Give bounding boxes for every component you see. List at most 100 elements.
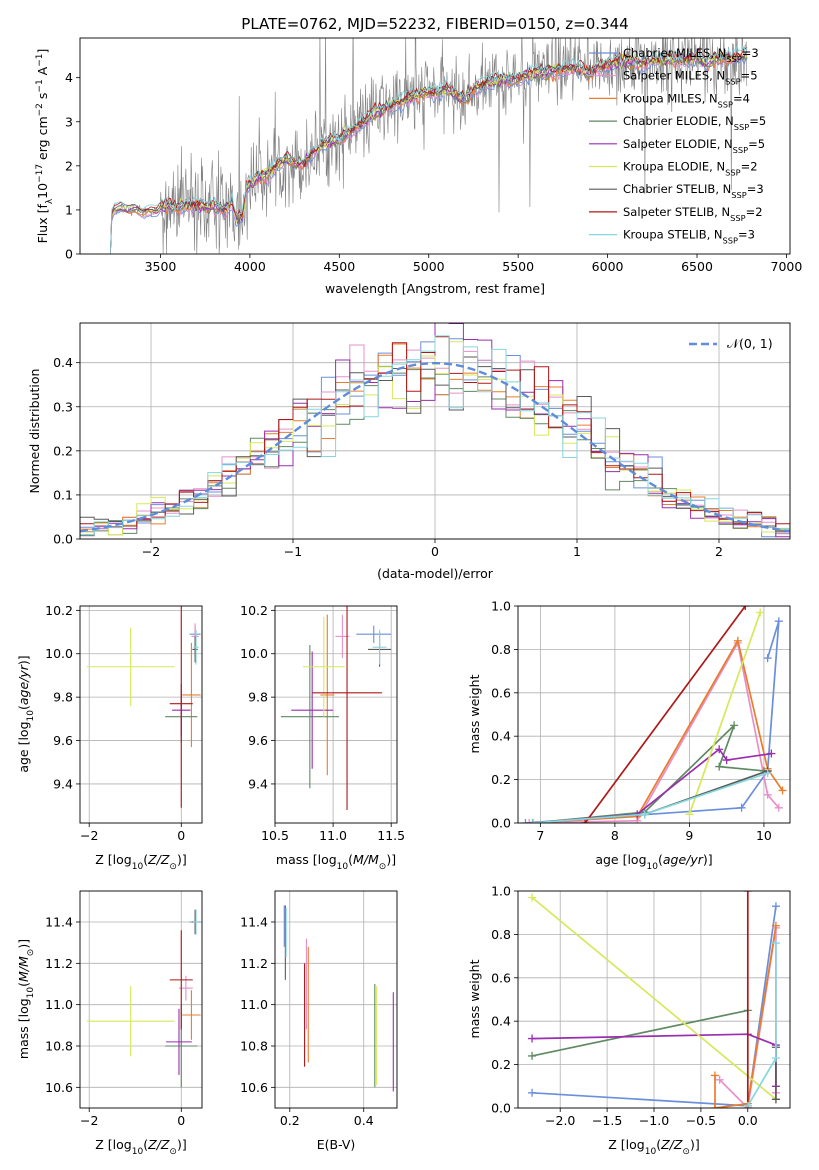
figure-title: PLATE=0762, MJD=52232, FIBERID=0150, z=0… [241,15,628,33]
y-tick-label: 10.2 [45,603,73,618]
y-axis-label: mass weight [467,674,482,753]
errorbar-point-kroupa_miles [182,642,201,748]
normal-curve [80,361,790,533]
weight-marker [771,1095,780,1104]
weight-series-salpeter_stelib [581,606,750,823]
x-tick-label: 5500 [502,259,534,274]
legend-entry: Kroupa ELODIE, NSSP=2 [623,160,758,178]
errorbar-point-kroupa_elodie [302,616,345,717]
weight-line [688,612,762,815]
x-tick-label: 0.4 [354,1113,374,1128]
x-tick-label: −2 [142,544,160,559]
plot-area [110,38,748,254]
axes-z-mass: −2 0 10.6 10.8 11.0 11.2 11.4 Z [log10(Z/Z⊙)] ma… [16,890,203,1157]
y-tick-label: 9.8 [248,690,268,705]
x-tick-label: 8 [611,828,619,843]
x-tick-label: 0 [177,1113,185,1128]
weight-marker [715,745,724,754]
model-line-salpeter_elodie [110,52,748,254]
weight-marker [521,819,530,823]
weight-series-kroupa_elodie [685,608,765,819]
errorbar-point-kroupa_miles [182,990,201,1040]
y-tick-label: 9.4 [248,776,268,791]
weight-marker [525,819,534,823]
y-axis-label: mass [log10(M/M⊙)] [16,939,36,1059]
y-tick-label: 9.4 [53,776,73,791]
axes-residuals: −2 −1 0 1 2 0.0 0.1 0.2 0.3 0.4 (data-model)/error… [27,322,791,581]
y-tick-label: 0.1 [53,487,73,502]
x-tick-label: 4500 [323,259,355,274]
errorbar-point-kroupa_stelib [372,629,387,665]
x-tick-label: 0 [177,828,185,843]
x-tick-label: 10.5 [261,828,289,843]
weight-marker [715,1075,724,1084]
y-tick-label: 9.8 [53,690,73,705]
y-tick-label: 0.0 [491,1101,511,1116]
errorbar-point-kroupa_stelib [193,629,199,665]
x-tick-label: 6500 [681,259,713,274]
y-tick-label: 9.6 [53,733,73,748]
axes-frame [79,37,791,255]
plot-area [521,606,787,823]
weight-line [531,896,777,1100]
y-tick-label: 11.4 [45,915,73,930]
weight-marker [767,749,776,758]
axes-frame [517,605,791,824]
x-tick-label: 11.5 [377,828,405,843]
weight-marker [771,1054,780,1063]
weight-marker [763,790,772,799]
x-tick-label: 0 [431,544,439,559]
weight-line [714,925,777,1108]
x-tick-label: 3500 [145,259,177,274]
y-tick-label: 11.0 [45,997,73,1012]
y-axis-label: age [log10(age/yr)] [16,655,36,772]
ticks: −2 −1 0 1 2 0.0 0.1 0.2 0.3 0.4 [53,355,723,559]
plot-area [86,606,201,808]
axes-frame [274,890,398,1109]
legend: Chabrier MILES, NSSP=3 Salpeter MILES, NS… [589,46,766,246]
axes-z-weight: −2.0 −1.5 −1.0 −0.5 0.0 0.0 0.2 0.4 0.6 0.8 1.0 Z [… [467,884,791,1157]
x-axis-label: E(B-V) [317,1137,356,1152]
weight-marker [528,893,537,902]
y-tick-label: 0.0 [491,816,511,831]
weight-marker [771,921,780,930]
weight-marker [756,608,765,617]
y-tick-label: 0.2 [491,772,511,787]
weight-line [531,1009,748,1057]
legend-entry: Chabrier ELODIE, NSSP=5 [623,114,766,132]
y-tick-label: 11.2 [45,956,73,971]
y-tick-label: 11.0 [240,997,268,1012]
x-axis-label: mass [log10(M/M⊙)] [276,852,396,872]
model-line-kroupa_stelib [110,45,748,254]
y-tick-label: 4 [65,70,73,85]
weight-marker [743,891,752,895]
plot-area [280,606,392,810]
weight-marker [774,617,783,626]
axes-ebv-mass: 0.2 0.4 10.6 10.8 11.0 11.2 11.4 E(B-V) [240,890,398,1152]
errorbar-point-kroupa_elodie [86,986,175,1057]
x-tick-label: 5000 [413,259,445,274]
weight-marker [528,1088,537,1097]
x-axis-label: age [log10(age/yr)] [595,852,712,872]
x-tick-label: 4000 [234,259,266,274]
y-tick-label: 1.0 [491,884,511,899]
y-tick-label: 1 [65,202,73,217]
weight-marker [743,1101,752,1108]
x-tick-label: 0.2 [280,1113,300,1128]
axes-frame [274,605,398,824]
y-tick-label: 1.0 [491,599,511,614]
y-axis-label: Normed distribution [27,369,42,494]
y-tick-label: 0.2 [491,1057,511,1072]
y-axis-label: Flux [fλ10−17 erg cm−2 s−1 A−1] [35,49,55,244]
x-tick-label: 11.0 [319,828,347,843]
x-tick-label: 7000 [771,259,803,274]
ticks: 10.5 11.0 11.5 9.4 9.6 9.8 10.0 10.2 [240,603,405,843]
weight-marker [722,756,731,765]
model-line-kroupa_miles [110,53,748,254]
plot-area [283,905,394,1092]
x-tick-label: 2 [715,544,723,559]
y-tick-label: 0.8 [491,642,511,657]
legend-entry: Kroupa MILES, NSSP=4 [623,91,750,109]
y-tick-label: 0 [65,247,73,262]
weight-marker [763,654,772,663]
